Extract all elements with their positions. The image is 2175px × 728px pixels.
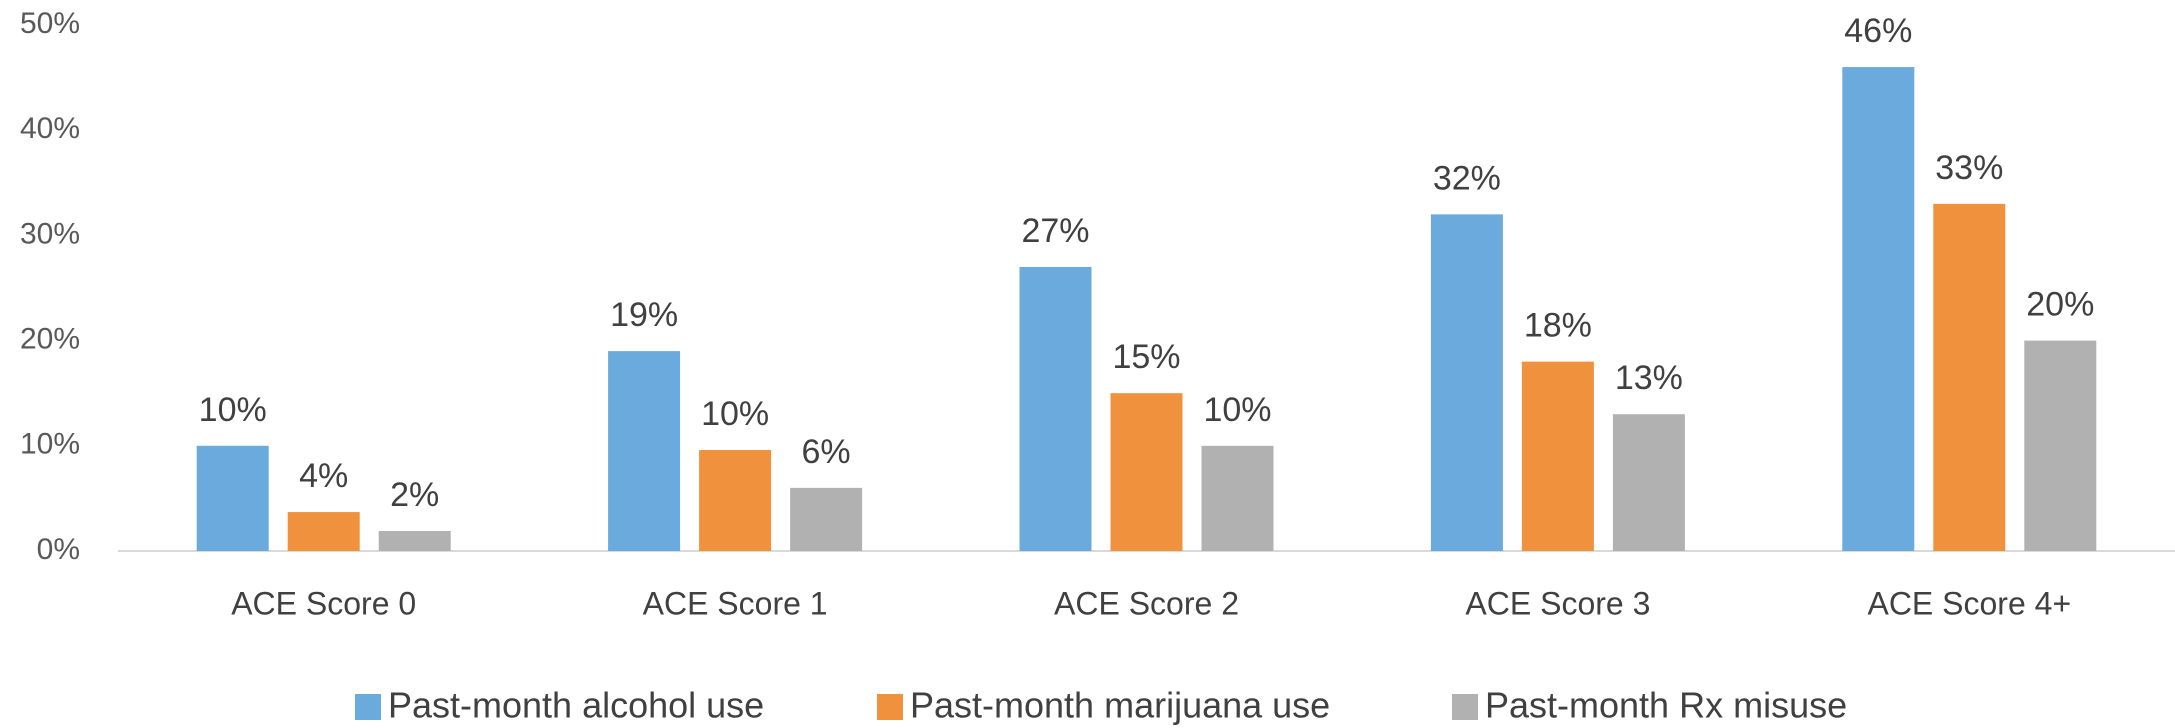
x-tick-label: ACE Score 3 — [1465, 585, 1650, 621]
legend-label: Past-month Rx misuse — [1485, 685, 1847, 726]
data-label: 10% — [199, 391, 267, 429]
legend-swatch — [877, 694, 903, 720]
y-tick-label: 30% — [20, 217, 80, 250]
legend-swatch — [355, 694, 381, 720]
data-label: 13% — [1615, 359, 1683, 397]
bar — [1110, 393, 1183, 551]
y-tick-label: 20% — [20, 323, 80, 356]
legend-label: Past-month marijuana use — [910, 685, 1330, 726]
y-tick-label: 10% — [20, 428, 80, 461]
data-label: 4% — [299, 457, 348, 495]
bar — [196, 445, 269, 551]
y-tick-label: 0% — [37, 533, 80, 566]
legend-swatch — [1452, 694, 1478, 720]
data-label: 15% — [1112, 338, 1180, 376]
bar — [790, 487, 863, 551]
bar — [1521, 361, 1594, 551]
bar — [1933, 203, 2006, 551]
data-label: 20% — [2026, 286, 2094, 324]
bar — [1201, 445, 1274, 551]
x-tick-label: ACE Score 0 — [231, 585, 416, 621]
y-tick-label: 40% — [20, 112, 80, 145]
data-label: 2% — [390, 476, 439, 514]
bar — [1612, 414, 1685, 551]
data-label: 33% — [1935, 149, 2003, 187]
bar — [1019, 266, 1092, 551]
bar — [2024, 340, 2097, 551]
data-label: 18% — [1524, 307, 1592, 345]
data-label: 32% — [1433, 159, 1501, 197]
bar — [699, 450, 772, 551]
x-tick-label: ACE Score 4+ — [1867, 585, 2071, 621]
bar — [608, 351, 681, 551]
data-label: 10% — [1203, 391, 1271, 429]
bar — [1430, 214, 1503, 552]
y-tick-label: 50% — [20, 7, 80, 40]
bar — [378, 531, 451, 551]
x-tick-label: ACE Score 2 — [1054, 585, 1239, 621]
bar — [287, 512, 360, 551]
bar — [1842, 67, 1915, 551]
data-label: 6% — [802, 433, 851, 471]
data-label: 10% — [701, 395, 769, 433]
data-label: 19% — [610, 296, 678, 334]
data-label: 46% — [1844, 12, 1912, 50]
x-tick-label: ACE Score 1 — [643, 585, 828, 621]
legend-label: Past-month alcohol use — [388, 685, 764, 726]
data-label: 27% — [1021, 212, 1089, 250]
